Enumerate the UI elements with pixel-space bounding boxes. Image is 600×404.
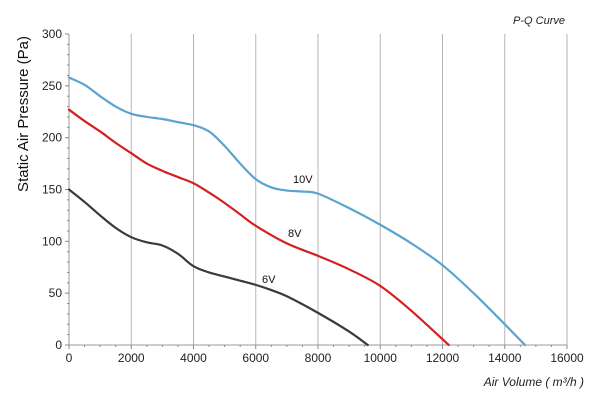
x-tick-label: 14000	[488, 351, 522, 365]
y-tick-label: 300	[42, 27, 62, 41]
series-label-6v: 6V	[262, 274, 276, 286]
y-axis-label: Static Air Pressure (Pa)	[15, 36, 32, 192]
x-tick-label: 10000	[364, 351, 398, 365]
series-lines	[67, 76, 527, 347]
y-tick-label: 50	[49, 286, 63, 300]
x-tick-label: 12000	[426, 351, 460, 365]
x-tick-label: 2000	[118, 351, 145, 365]
x-tick-label: 8000	[305, 351, 332, 365]
series-line-8v	[67, 108, 450, 347]
x-axis-label: Air Volume ( m³/h )	[483, 375, 584, 389]
series-label-8v: 8V	[288, 228, 302, 240]
x-tick-label: 4000	[180, 351, 207, 365]
y-tick-label: 200	[42, 131, 62, 145]
y-tick-label: 100	[42, 234, 62, 248]
y-tick-label: 0	[55, 338, 62, 352]
series-line-10v	[67, 76, 527, 347]
y-tick-label: 250	[42, 79, 62, 93]
chart-title: P-Q Curve	[513, 15, 565, 27]
series-line-6v	[67, 188, 369, 347]
y-tick-label: 150	[42, 183, 62, 197]
x-tick-label: 0	[66, 351, 73, 365]
tick-labels: 0 50 100 150 200 250 300 0 2000 4000 6000 8000 10000…	[42, 27, 584, 365]
x-tick-label: 16000	[550, 351, 584, 365]
vertical-gridlines	[130, 34, 568, 345]
x-tick-label: 6000	[242, 351, 269, 365]
series-label-10v: 10V	[293, 174, 313, 186]
